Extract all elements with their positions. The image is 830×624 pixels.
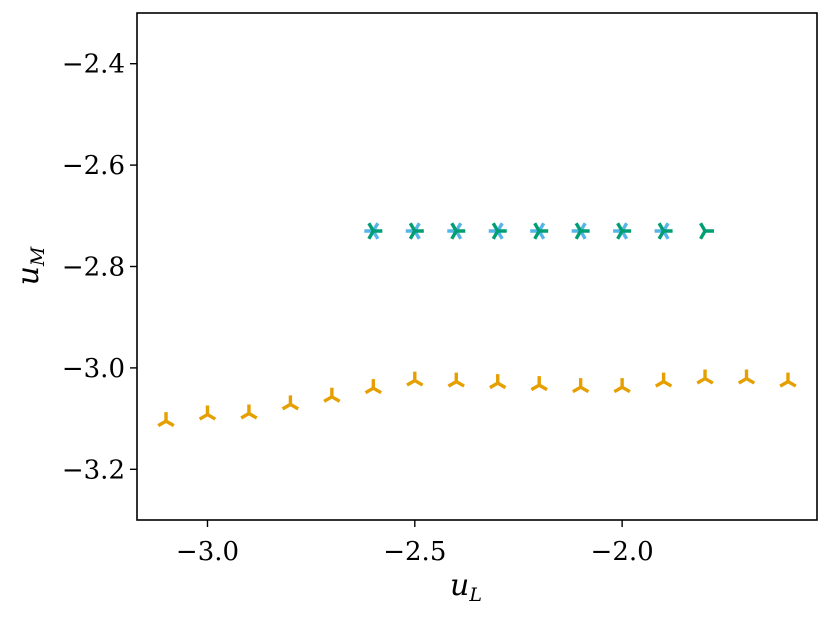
data-point	[572, 378, 590, 394]
y-tick-label: −2.4	[62, 50, 125, 80]
y-tick-label: −2.6	[62, 151, 125, 181]
x-axis-ticks: −3.0 −2.5 −2.0	[176, 520, 654, 567]
data-point	[240, 404, 258, 420]
y-axis-label: uM	[11, 246, 49, 285]
data-point	[491, 222, 507, 240]
series-3	[367, 222, 715, 240]
y-tick-label: −3.0	[62, 354, 125, 384]
data-point	[530, 376, 548, 392]
data-point	[281, 395, 300, 411]
data-point	[450, 222, 466, 240]
data-marks	[157, 222, 797, 428]
data-point	[657, 222, 673, 240]
plot-frame	[136, 12, 818, 521]
series-1	[157, 369, 797, 428]
x-tick-label: −2.5	[383, 537, 446, 567]
data-point	[489, 374, 507, 390]
data-point	[198, 405, 217, 421]
data-point	[699, 222, 715, 240]
data-point	[364, 379, 382, 395]
data-point	[157, 412, 175, 428]
data-point	[323, 387, 341, 403]
data-point	[616, 222, 632, 240]
data-point	[737, 369, 756, 385]
data-point	[406, 371, 424, 387]
data-point	[654, 372, 673, 388]
data-point	[367, 222, 383, 240]
data-point	[613, 378, 631, 394]
data-point	[696, 369, 714, 385]
data-point	[447, 372, 465, 388]
x-tick-label: −3.0	[176, 537, 239, 567]
data-point	[779, 372, 797, 388]
y-axis-ticks: −2.4 −2.6 −2.8 −3.0 −3.2	[62, 50, 137, 485]
y-tick-label: −2.8	[62, 253, 125, 283]
y-tick-label: −3.2	[62, 455, 125, 485]
data-point	[408, 222, 424, 240]
x-axis-label: uL	[450, 568, 482, 606]
x-tick-label: −2.0	[591, 537, 654, 567]
data-point	[533, 222, 549, 240]
data-point	[574, 222, 590, 240]
